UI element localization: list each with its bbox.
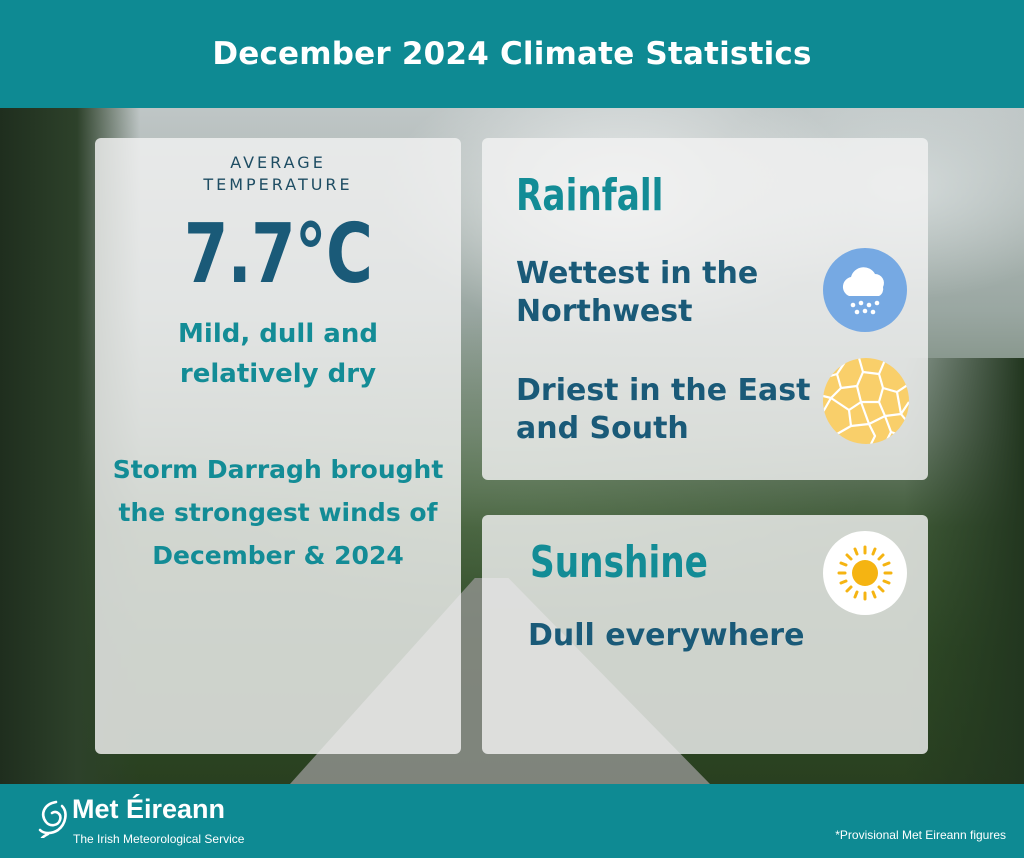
average-temperature-label-text: AVERAGE TEMPERATURE [203,153,353,194]
met-eireann-brand-name: Met Éireann [72,794,226,824]
temperature-summary: Mild, dull and relatively dry [178,319,378,389]
sunshine-title: Sunshine [530,537,708,588]
sunshine-card: Sunshine Dull eve [482,515,928,754]
average-temperature-label: AVERAGE TEMPERATURE [95,152,461,196]
footer-bar: Met Éireann The Irish Meteorological Ser… [0,784,1024,858]
storm-note: Storm Darragh brought the strongest wind… [112,455,444,570]
provisional-figures-footnote: *Provisional Met Eireann figures [835,828,1006,842]
cracked-dry-ground-icon [823,358,909,444]
sunshine-summary: Dull everywhere [528,618,805,653]
wettest-region-text: Wettest in the Northwest [516,256,759,329]
met-eireann-tagline: The Irish Meteorological Service [73,832,245,846]
average-temperature-value: 7.7°C [183,207,373,302]
driest-region-text: Driest in the East and South [516,373,811,446]
page-title: December 2024 Climate Statistics [212,36,812,72]
rainfall-title: Rainfall [516,170,664,221]
sun-icon [823,531,907,615]
temperature-card: AVERAGE TEMPERATURE 7.7°C Mild, dull and… [95,138,461,754]
met-eireann-logo-icon [36,798,70,840]
rain-cloud-icon [823,248,907,332]
rainfall-card: Rainfall Wettest in the Northwest Driest… [482,138,928,480]
header-banner: December 2024 Climate Statistics [0,0,1024,108]
